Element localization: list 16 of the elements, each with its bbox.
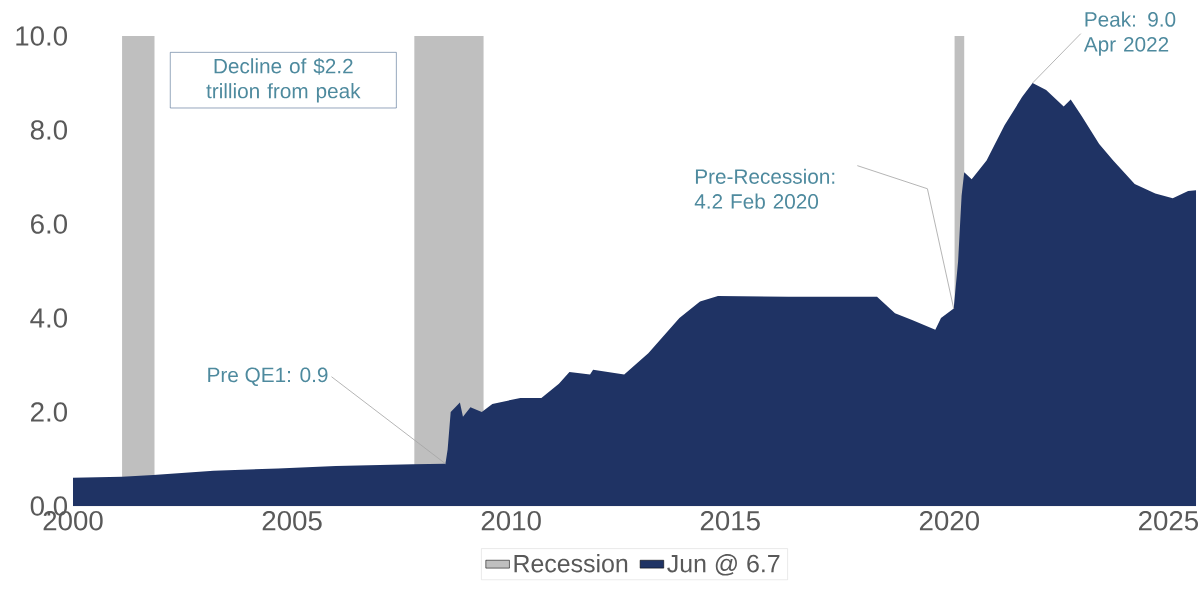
y-tick-label: 2.0 xyxy=(31,402,68,422)
annotation: Decline of $2.2 trillion from peak xyxy=(206,57,361,103)
legend-label: Jun @ 6.7 xyxy=(667,554,780,576)
x-tick-label: 2015 xyxy=(700,510,760,531)
annotation: Pre QE1: 0.9 xyxy=(208,367,328,386)
x-tick-label: 2005 xyxy=(262,510,322,531)
x-tick-label: 2025 xyxy=(1139,510,1199,531)
x-tick-label: 2010 xyxy=(481,510,541,531)
y-tick-label: 6.0 xyxy=(31,214,68,234)
y-tick-label: 4.0 xyxy=(30,308,68,328)
legend-label: Recession xyxy=(514,554,628,573)
y-tick-label: 10.0 xyxy=(16,26,68,46)
annotation: Pre-Recession: 4.2 Feb 2020 xyxy=(694,168,835,209)
y-tick-label: 8.0 xyxy=(30,120,68,140)
annotation: Peak: 9.0 Apr 2022 xyxy=(1083,11,1176,56)
x-tick-label: 2020 xyxy=(919,510,979,531)
